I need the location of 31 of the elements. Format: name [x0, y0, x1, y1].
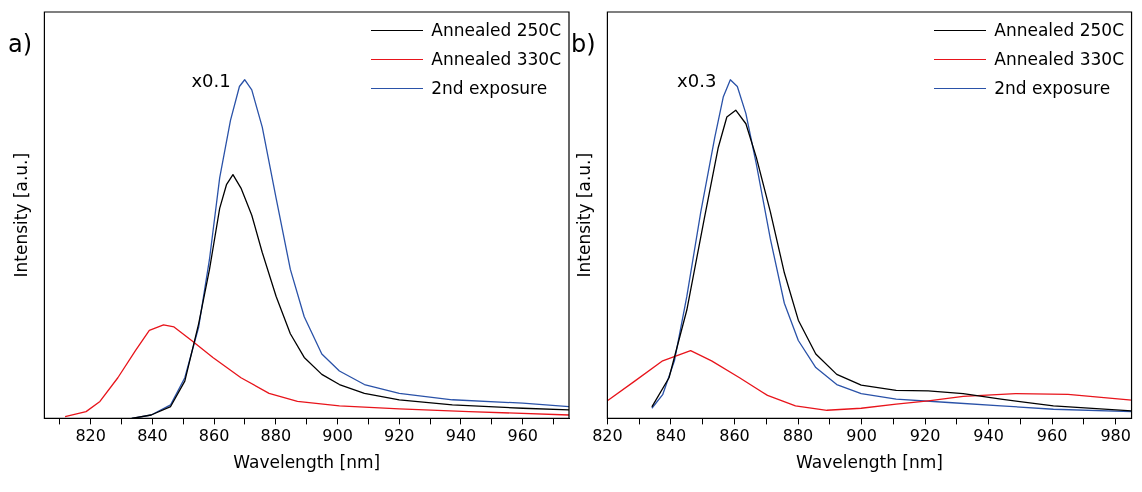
legend-label: Annealed 330C	[431, 48, 561, 71]
annotation: x0.3	[677, 70, 717, 92]
x-tick-label: 960	[1036, 426, 1068, 446]
annotation: x0.1	[191, 70, 231, 92]
x-tick-label: 880	[260, 426, 292, 446]
x-tick-label: 960	[507, 426, 538, 446]
x-tick-label: 920	[909, 426, 941, 446]
x-tick-label: 920	[384, 426, 415, 446]
x-tick-label: 980	[1100, 426, 1131, 446]
text: b)	[571, 30, 596, 58]
x-tick-label: 820	[592, 426, 623, 446]
legend-label: Annealed 330C	[994, 48, 1124, 71]
x-tick-label: 840	[137, 426, 168, 446]
y-axis-title: Intensity [a.u.]	[573, 152, 594, 278]
x-tick-label: 860	[719, 426, 750, 446]
x-axis-title: Wavelength [nm]	[796, 452, 943, 473]
x-tick-label: 900	[846, 426, 877, 446]
legend-label: 2nd exposure	[994, 77, 1111, 100]
x-tick-label: 860	[198, 426, 230, 446]
x-tick-label: 840	[655, 426, 687, 446]
legend-label: Annealed 250C	[431, 19, 561, 42]
x-tick-label: 940	[973, 426, 1004, 446]
legend-label: 2nd exposure	[431, 77, 548, 100]
legend-label: Annealed 250C	[994, 19, 1124, 42]
x-tick-label: 940	[445, 426, 477, 446]
x-tick-label: 820	[75, 426, 106, 446]
y-axis-title: Intensity [a.u.]	[10, 152, 31, 278]
x-tick-label: 900	[322, 426, 353, 446]
x-axis-title: Wavelength [nm]	[233, 452, 381, 473]
text: a)	[8, 30, 33, 58]
x-tick-label: 880	[782, 426, 814, 446]
